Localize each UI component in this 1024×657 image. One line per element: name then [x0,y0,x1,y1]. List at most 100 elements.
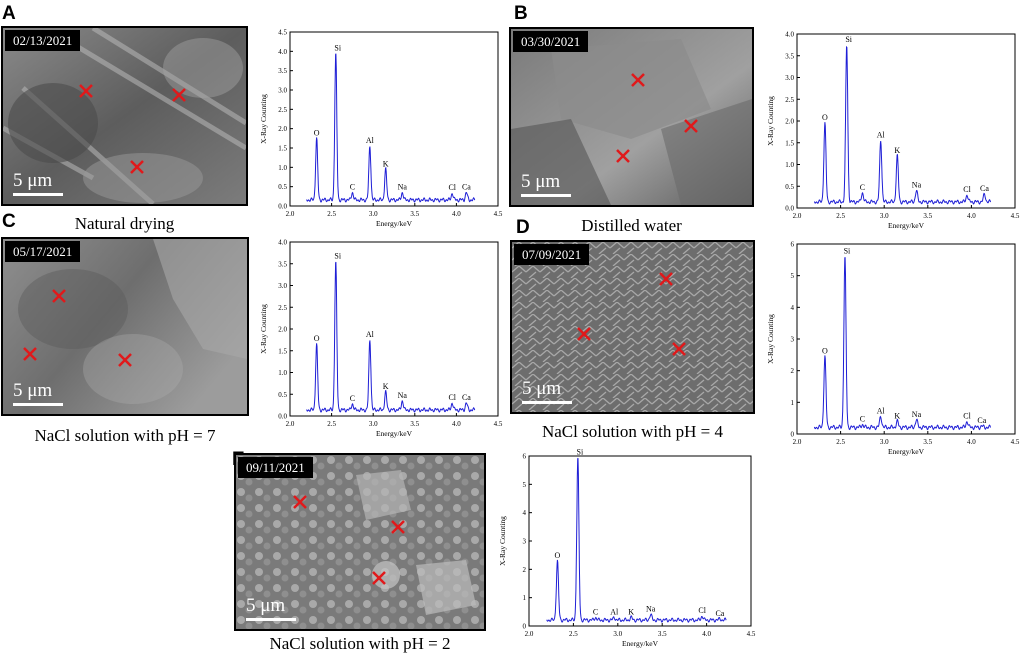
y-tick-label: 4.0 [785,31,794,39]
y-tick-label: 0 [523,623,527,631]
peak-label-si: Si [334,252,341,261]
y-tick-label: 0.5 [278,391,287,399]
y-tick-label: 2.5 [278,106,287,114]
caption-e: NaCl solution with pH = 2 [269,634,451,653]
y-tick-label: 4.5 [278,29,287,37]
x-axis-label: Energy/keV [888,221,925,230]
scale-bar-b: 5 μm [521,171,571,197]
y-tick-label: 3.0 [278,282,287,290]
x-axis-label: Energy/keV [622,639,659,648]
peak-label-cl: Cl [963,411,971,420]
sem-texture-c [3,239,247,414]
sem-image-e: 09/11/2021 5 μm [234,453,486,631]
peak-label-k: K [383,382,389,391]
peak-label-o: O [314,128,320,137]
spectrum-line [306,261,476,413]
x-tick-label: 3.5 [923,438,932,446]
scale-line-c [13,403,63,406]
scale-label-b: 5 μm [521,171,561,192]
eds-chart-a: 2.0 2.5 3.0 3.5 4.0 4.5 0.0 0.5 1.0 1.5 2.0 2.5 3.0 3… [256,24,504,236]
x-tick-label: 3.5 [410,210,419,218]
peak-label-o: O [822,346,828,355]
y-tick-label: 1.0 [278,369,287,377]
peak-label-ca: Ca [977,416,986,425]
peak-label-c: C [860,415,865,424]
sem-image-b: 03/30/2021 5 μm [509,27,754,207]
panel-label-a: A [2,3,16,24]
eds-chart-b: 2.0 2.5 3.0 3.5 4.0 4.5 0.0 0.5 1.0 1.5 2.0 2.5 3.0 3… [763,26,1021,238]
scale-label-d: 5 μm [522,378,562,399]
y-tick-label: 3.0 [785,74,794,82]
x-tick-label: 3.0 [880,212,889,220]
y-axis-label: X-Ray Counting [766,96,775,146]
peak-label-c: C [350,182,355,191]
x-tick-label: 4.0 [967,212,976,220]
y-tick-label: 3.5 [785,52,794,60]
y-tick-label: 4 [523,509,527,517]
y-tick-label: 2 [791,367,795,375]
peak-label-si: Si [845,35,852,44]
scale-bar-a: 5 μm [13,171,63,196]
sem-image-d: 07/09/2021 5 μm [510,240,755,414]
caption-b: Distilled water [581,216,682,235]
plot-frame [289,241,499,417]
x-tick-label: 3.5 [923,212,932,220]
scale-line-a [13,193,63,196]
y-tick-label: 4.0 [278,239,287,247]
cross-marker-icon [293,495,307,509]
y-axis-label: X-Ray Counting [766,314,775,364]
peak-label-c: C [593,608,598,617]
y-tick-label: 0.0 [785,205,794,213]
peak-label-al: Al [877,131,886,140]
y-tick-label: 0 [791,431,795,439]
scale-bar-d: 5 μm [522,378,572,404]
spectrum-line [306,53,476,203]
y-tick-label: 0.0 [278,203,287,211]
y-tick-label: 5 [791,272,795,280]
plot-frame [289,31,499,207]
x-tick-label: 4.5 [747,630,756,638]
cross-marker-icon [577,327,591,341]
y-tick-label: 5 [523,481,527,489]
peak-label-na: Na [646,605,656,614]
sem-texture-e [236,455,484,629]
markers-a [79,84,186,174]
cross-marker-icon [684,119,698,133]
x-axis-label: Energy/keV [376,219,413,228]
x-tick-label: 2.5 [327,210,336,218]
y-tick-label: 3 [791,336,795,344]
spectrum-line [813,257,992,431]
peak-label-c: C [860,183,865,192]
sem-image-c: 05/17/2021 5 μm [1,237,249,416]
date-stamp-e: 09/11/2021 [238,457,313,479]
eds-spectrum-svg-d: 2.0 2.5 3.0 3.5 4.0 4.5 0 1 2 3 4 5 6 Energy/keV X-Ray… [766,241,1020,457]
x-tick-label: 2.5 [836,212,845,220]
peak-label-cl: Cl [963,185,971,194]
panel-label-d: D [516,217,530,238]
x-tick-label: 3.0 [613,630,622,638]
scale-label-c: 5 μm [13,380,53,401]
cross-marker-icon [118,353,132,367]
scale-line-b [521,194,571,197]
peak-label-na: Na [398,391,408,400]
plot-frame [796,33,1016,209]
eds-spectrum-svg-a: 2.0 2.5 3.0 3.5 4.0 4.5 0.0 0.5 1.0 1.5 2.0 2.5 3.0 3… [259,29,503,229]
y-tick-label: 3.5 [278,260,287,268]
peak-label-cl: Cl [698,606,706,615]
eds-spectrum-svg-b: 2.0 2.5 3.0 3.5 4.0 4.5 0.0 0.5 1.0 1.5 2.0 2.5 3.0 3… [766,31,1020,231]
sem-texture-a [3,28,246,204]
x-tick-label: 3.0 [369,420,378,428]
peak-label-al: Al [366,330,375,339]
markers-d [577,272,686,356]
markers-b [616,73,698,163]
peak-label-ca: Ca [980,184,989,193]
spectrum-line [813,45,992,205]
x-tick-label: 3.5 [658,630,667,638]
peak-label-na: Na [912,410,922,419]
caption-a: Natural drying [74,214,175,233]
x-tick-label: 4.0 [967,438,976,446]
y-tick-label: 3.5 [278,67,287,75]
y-tick-label: 2.0 [278,125,287,133]
cross-marker-icon [79,84,93,98]
x-tick-label: 2.0 [793,212,802,220]
